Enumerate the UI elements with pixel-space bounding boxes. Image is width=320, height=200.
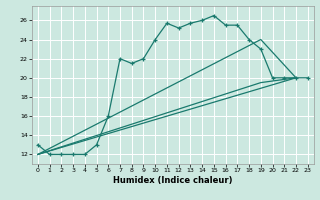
X-axis label: Humidex (Indice chaleur): Humidex (Indice chaleur) — [113, 176, 233, 185]
